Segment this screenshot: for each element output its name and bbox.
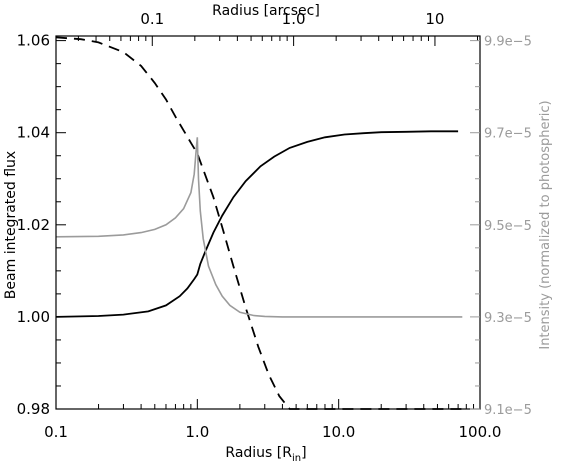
y-tick-label: 1.04 [17,124,50,142]
x-tick-label: 1.0 [185,423,209,441]
y2-tick-label: 9.9e−5 [484,35,532,50]
y2-tick-label: 9.1e−5 [484,403,532,418]
y-tick-label: 1.00 [17,308,50,326]
y-tick-label: 1.06 [17,32,50,50]
y-axis-label: Beam integrated flux [3,151,19,299]
top-tick-label: 1.0 [282,10,306,28]
y2-axis-label: Intensity (normalized to photospheric) [538,100,553,349]
y2-tick-label: 9.7e−5 [484,127,532,142]
y2-tick-label: 9.5e−5 [484,219,532,234]
series-line-flux [55,130,459,318]
y-tick-label: 1.02 [17,216,50,234]
x-tick-label: 10.0 [322,423,355,441]
x-tick-label: 0.1 [44,423,68,441]
top-axis-label: Radius [arcsec] [212,3,320,19]
series-line-intensity [55,137,463,318]
y2-tick-label: 9.3e−5 [484,311,532,326]
x-tick-label: 100.0 [459,423,502,441]
y-tick-label: 0.98 [17,400,50,418]
top-tick-label: 0.1 [140,10,164,28]
plot-frame [55,35,481,410]
x-axis-label: Radius [Rin] [225,445,306,461]
top-tick-label: 10 [425,10,444,28]
